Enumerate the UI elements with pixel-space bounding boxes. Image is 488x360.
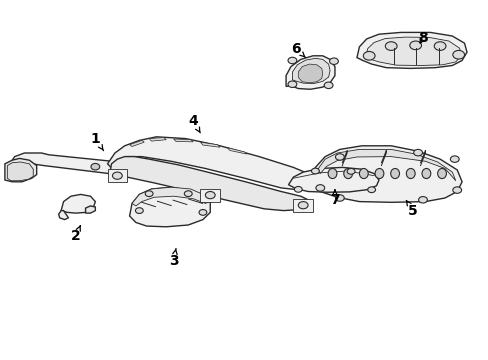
Circle shape	[452, 187, 461, 193]
Circle shape	[315, 185, 324, 191]
Polygon shape	[292, 58, 329, 84]
Circle shape	[329, 58, 338, 64]
Circle shape	[413, 149, 422, 156]
Circle shape	[433, 42, 445, 50]
Text: 5: 5	[406, 201, 417, 217]
Circle shape	[367, 187, 375, 193]
Circle shape	[145, 191, 153, 197]
Polygon shape	[132, 187, 210, 206]
Circle shape	[324, 82, 332, 89]
Circle shape	[112, 172, 122, 179]
Polygon shape	[200, 142, 220, 147]
Circle shape	[199, 210, 206, 215]
Polygon shape	[139, 167, 156, 176]
Polygon shape	[365, 37, 460, 66]
Polygon shape	[227, 148, 246, 154]
Polygon shape	[129, 140, 144, 147]
Ellipse shape	[390, 168, 399, 179]
Circle shape	[135, 208, 143, 213]
Text: 3: 3	[168, 248, 178, 268]
Polygon shape	[149, 138, 166, 141]
Circle shape	[205, 192, 215, 199]
Ellipse shape	[437, 168, 446, 179]
Text: 7: 7	[329, 190, 339, 207]
Ellipse shape	[327, 168, 336, 179]
Circle shape	[287, 81, 296, 87]
Polygon shape	[107, 169, 127, 182]
Polygon shape	[10, 153, 144, 176]
Circle shape	[294, 186, 302, 192]
Circle shape	[298, 202, 307, 209]
Polygon shape	[173, 139, 193, 142]
Text: 2: 2	[71, 226, 81, 243]
Polygon shape	[107, 137, 315, 190]
Ellipse shape	[359, 168, 367, 179]
Circle shape	[385, 42, 396, 50]
Polygon shape	[59, 211, 68, 220]
Polygon shape	[200, 189, 220, 202]
Circle shape	[91, 163, 100, 170]
Polygon shape	[307, 146, 461, 202]
Polygon shape	[285, 56, 334, 89]
Polygon shape	[7, 162, 33, 181]
Polygon shape	[356, 32, 466, 68]
Circle shape	[311, 168, 319, 174]
Ellipse shape	[421, 168, 430, 179]
Circle shape	[452, 50, 464, 59]
Polygon shape	[317, 149, 455, 181]
Polygon shape	[298, 64, 322, 83]
Polygon shape	[110, 157, 307, 211]
Polygon shape	[293, 199, 312, 212]
Ellipse shape	[374, 168, 383, 179]
Polygon shape	[5, 158, 37, 182]
Text: 1: 1	[90, 132, 103, 151]
Polygon shape	[129, 187, 210, 227]
Circle shape	[418, 197, 427, 203]
Polygon shape	[288, 167, 378, 192]
Circle shape	[335, 154, 344, 160]
Circle shape	[335, 195, 344, 201]
Ellipse shape	[343, 168, 352, 179]
Circle shape	[449, 156, 458, 162]
Text: 8: 8	[417, 31, 427, 45]
Ellipse shape	[406, 168, 414, 179]
Polygon shape	[61, 194, 95, 213]
Text: 6: 6	[290, 42, 305, 58]
Text: 4: 4	[188, 114, 200, 133]
Circle shape	[184, 191, 192, 197]
Circle shape	[346, 168, 354, 174]
Circle shape	[363, 51, 374, 60]
Circle shape	[287, 57, 296, 64]
Circle shape	[409, 41, 421, 50]
Polygon shape	[85, 206, 95, 213]
